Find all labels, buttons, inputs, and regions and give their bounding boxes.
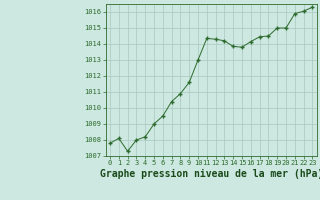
X-axis label: Graphe pression niveau de la mer (hPa): Graphe pression niveau de la mer (hPa) [100, 169, 320, 179]
